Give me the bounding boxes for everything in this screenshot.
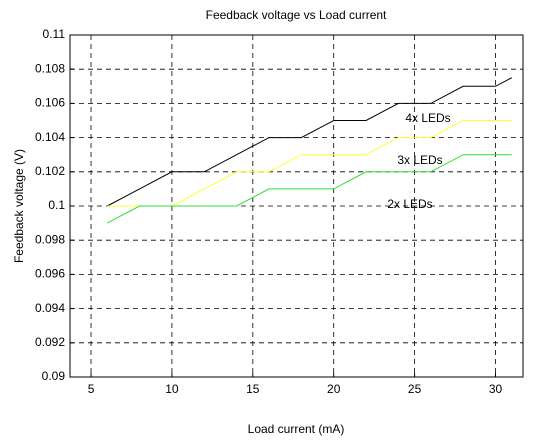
- x-tick-label: 20: [327, 382, 341, 396]
- series-line: [106, 154, 512, 224]
- y-tick-label: 0.1: [48, 198, 65, 212]
- y-tick-label: 0.092: [35, 335, 65, 349]
- plot-frame: [69, 34, 524, 378]
- y-axis-label: Feedback voltage (V): [12, 149, 26, 263]
- series-line: [107, 120, 512, 207]
- y-tick-label: 0.096: [35, 267, 65, 281]
- y-tick-label: 0.11: [43, 27, 66, 41]
- series-label: 4x LEDs: [405, 111, 450, 125]
- y-tick-label: 0.09: [42, 369, 66, 383]
- y-tick-label: 0.094: [35, 301, 65, 315]
- x-tick-label: 10: [165, 382, 179, 396]
- y-tick-label: 0.098: [35, 232, 65, 246]
- x-tick-label: 30: [489, 382, 503, 396]
- x-tick-label: 5: [88, 382, 95, 396]
- series-label: 2x LEDs: [387, 197, 432, 211]
- x-tick-label: 15: [246, 382, 260, 396]
- series-label: 3x LEDs: [397, 153, 442, 167]
- series-line: [106, 77, 512, 207]
- y-tick-label: 0.102: [35, 164, 65, 178]
- chart-title: Feedback voltage vs Load current: [206, 8, 387, 22]
- y-tick-label: 0.104: [35, 130, 65, 144]
- x-tick-label: 25: [408, 382, 422, 396]
- y-tick-label: 0.108: [35, 61, 65, 75]
- y-tick-label: 0.106: [35, 96, 65, 110]
- x-axis-label: Load current (mA): [248, 422, 345, 436]
